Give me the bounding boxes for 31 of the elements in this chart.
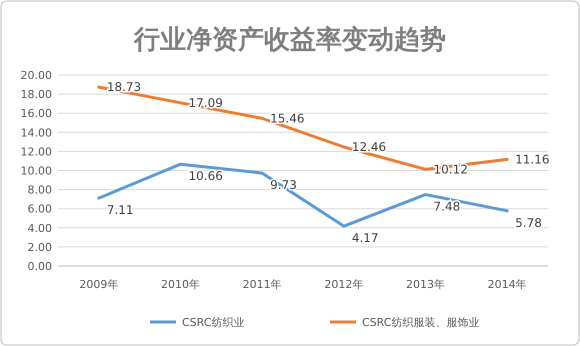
x-tick-label: 2011年 <box>242 278 282 291</box>
data-label: 5.78 <box>515 216 542 230</box>
y-tick-label: 0.00 <box>28 260 52 273</box>
x-tick-label: 2009年 <box>79 278 118 291</box>
data-label: 7.11 <box>106 203 134 218</box>
y-tick-label: 16.00 <box>20 107 52 120</box>
data-label: 17.09 <box>188 96 223 110</box>
y-tick-label: 12.00 <box>20 145 52 158</box>
legend-label: CSRC纺织服装、服饰业 <box>362 316 480 329</box>
data-label: 10.66 <box>188 169 223 184</box>
data-label: 12.46 <box>352 140 386 154</box>
legend-label: CSRC纺织业 <box>182 316 244 329</box>
x-tick-label: 2014年 <box>488 278 527 291</box>
y-tick-label: 18.00 <box>20 88 52 102</box>
chart-title: 行业净资产收益率变动趋势 <box>133 25 446 55</box>
y-tick-label: 14.00 <box>20 126 52 140</box>
x-tick-label: 2012年 <box>324 278 364 291</box>
y-tick-label: 8.00 <box>28 184 52 197</box>
y-tick-label: 6.00 <box>28 202 52 216</box>
data-label: 18.73 <box>106 80 142 94</box>
line-series <box>97 162 509 228</box>
data-label: 11.16 <box>515 152 550 166</box>
x-tick-label: 2013年 <box>406 278 445 291</box>
y-tick-label: 20.00 <box>20 69 52 82</box>
x-tick-label: 2010年 <box>161 278 200 291</box>
y-tick-label: 4.00 <box>28 222 52 235</box>
data-label: 4.17 <box>352 231 379 246</box>
y-tick-label: 2.00 <box>28 240 52 254</box>
y-tick-label: 10.00 <box>20 164 52 178</box>
data-label: 7.48 <box>434 200 460 214</box>
data-label: 15.46 <box>270 111 305 126</box>
